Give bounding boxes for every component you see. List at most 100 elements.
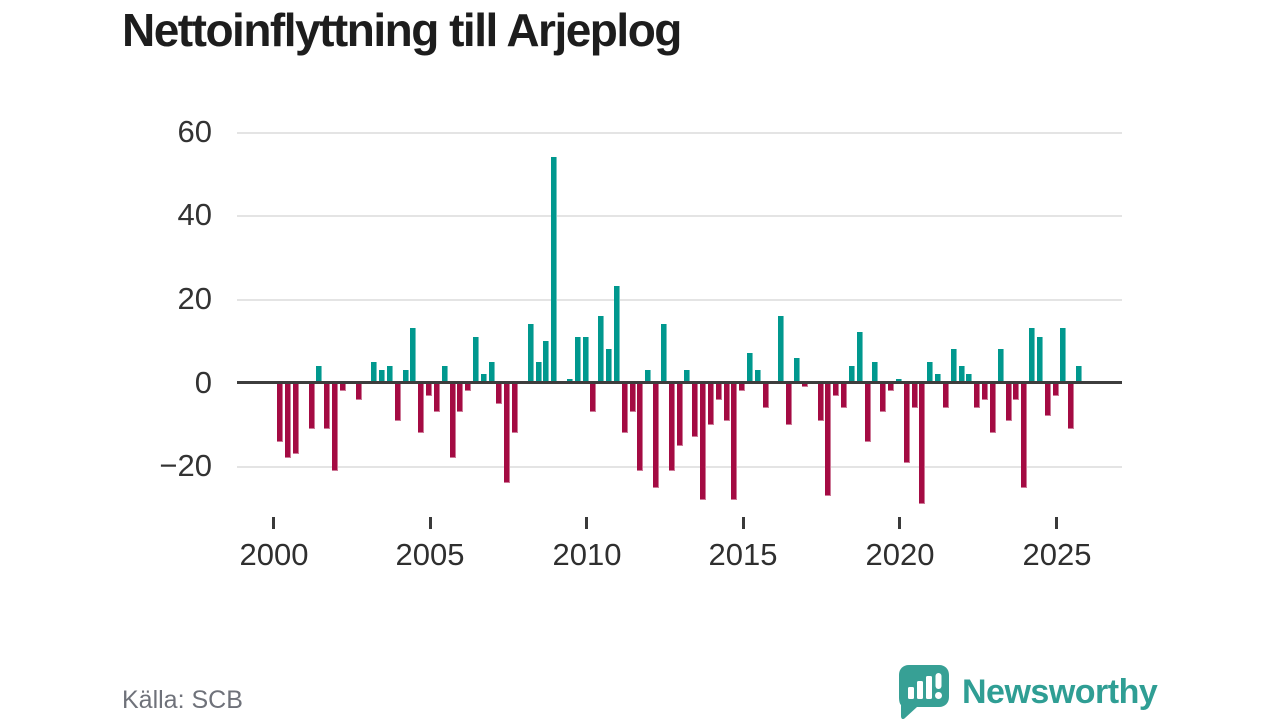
- bar-2005Q1: [434, 383, 440, 412]
- bar-2008Q1: [528, 324, 534, 383]
- x-axis-label-2025: 2025: [1022, 537, 1092, 572]
- bar-2011Q3: [637, 383, 643, 471]
- y-axis-label-60: 60: [177, 114, 212, 149]
- bar-2000Q3: [293, 383, 299, 454]
- y-axis-label--20: −20: [159, 448, 212, 483]
- bar-2010Q2: [598, 316, 604, 383]
- bar-2016Q1: [778, 316, 784, 383]
- bar-2015Q1: [747, 353, 753, 382]
- gridline-y-40: [237, 215, 1122, 217]
- bar-2014Q3: [731, 383, 737, 500]
- x-axis-label-2000: 2000: [239, 537, 309, 572]
- bar-2016Q4: [802, 383, 808, 387]
- bar-2019Q3: [888, 383, 894, 391]
- x-axis-label-2005: 2005: [395, 537, 465, 572]
- page-title: Nettoinflyttning till Arjeplog: [122, 4, 682, 56]
- source-caption: Källa: SCB: [122, 686, 243, 714]
- bar-2017Q2: [818, 383, 824, 421]
- bar-2023Q1: [998, 349, 1004, 382]
- bar-2000Q1: [277, 383, 283, 442]
- bar-2003Q4: [395, 383, 401, 421]
- bar-2024Q1: [1029, 328, 1035, 382]
- bar-2021Q2: [943, 383, 949, 408]
- bar-2024Q4: [1053, 383, 1059, 396]
- bar-2025Q1: [1060, 328, 1066, 382]
- bar-2021Q3: [951, 349, 957, 382]
- bar-2008Q3: [543, 341, 549, 383]
- bar-2010Q3: [606, 349, 612, 382]
- bar-2011Q2: [630, 383, 636, 412]
- bar-2014Q1: [716, 383, 722, 400]
- bar-2022Q2: [974, 383, 980, 408]
- gridline-y-60: [237, 132, 1122, 134]
- newsworthy-wordmark: Newsworthy: [962, 673, 1158, 711]
- bar-2020Q3: [919, 383, 925, 504]
- y-axis-label-40: 40: [177, 197, 212, 232]
- bar-2018Q1: [841, 383, 847, 408]
- bar-2002Q1: [340, 383, 346, 391]
- bar-2007Q1: [496, 383, 502, 404]
- bar-2008Q4: [551, 157, 557, 383]
- bar-2012Q4: [677, 383, 683, 446]
- bar-2020Q4: [927, 362, 933, 383]
- bar-2023Q4: [1021, 383, 1027, 488]
- x-axis-tick-2010: [585, 517, 588, 529]
- x-axis-tick-2015: [742, 517, 745, 529]
- bar-2024Q2: [1037, 337, 1043, 383]
- bar-2023Q2: [1006, 383, 1012, 421]
- x-axis-tick-2000: [272, 517, 275, 529]
- bar-2019Q2: [880, 383, 886, 412]
- bar-2005Q4: [457, 383, 463, 412]
- bar-2025Q2: [1068, 383, 1074, 429]
- x-axis-label-2015: 2015: [708, 537, 778, 572]
- bar-2012Q2: [661, 324, 667, 383]
- bar-2007Q2: [504, 383, 510, 483]
- bar-2022Q3: [982, 383, 988, 400]
- bar-2001Q1: [309, 383, 315, 429]
- x-axis-tick-2025: [1055, 517, 1058, 529]
- x-axis-label-2010: 2010: [552, 537, 622, 572]
- bar-2000Q2: [285, 383, 291, 458]
- bar-2024Q3: [1045, 383, 1051, 416]
- bar-2022Q4: [990, 383, 996, 433]
- zero-axis-line: [237, 381, 1122, 384]
- bar-2010Q1: [590, 383, 596, 412]
- x-axis-tick-2005: [429, 517, 432, 529]
- bar-2012Q1: [653, 383, 659, 488]
- x-axis-label-2020: 2020: [865, 537, 935, 572]
- bar-2010Q4: [614, 286, 620, 382]
- bar-2006Q1: [465, 383, 471, 391]
- bar-2004Q3: [418, 383, 424, 433]
- bar-2012Q3: [669, 383, 675, 471]
- bar-2018Q3: [857, 332, 863, 382]
- bar-2016Q3: [794, 358, 800, 383]
- bar-2014Q4: [739, 383, 745, 391]
- newsworthy-logo-icon: [899, 665, 949, 720]
- bar-2011Q1: [622, 383, 628, 433]
- bar-2018Q4: [865, 383, 871, 442]
- bar-2023Q3: [1013, 383, 1019, 400]
- bar-2013Q4: [708, 383, 714, 425]
- bar-2006Q4: [489, 362, 495, 383]
- bar-2003Q1: [371, 362, 377, 383]
- x-axis-tick-2020: [898, 517, 901, 529]
- bar-2007Q3: [512, 383, 518, 433]
- bar-2017Q4: [833, 383, 839, 396]
- bar-2004Q2: [410, 328, 416, 382]
- bar-2001Q3: [324, 383, 330, 429]
- bar-2016Q2: [786, 383, 792, 425]
- y-axis-label-20: 20: [177, 281, 212, 316]
- bar-2009Q3: [575, 337, 581, 383]
- bar-2006Q2: [473, 337, 479, 383]
- bar-2013Q2: [692, 383, 698, 437]
- bar-2013Q3: [700, 383, 706, 500]
- bar-2004Q4: [426, 383, 432, 396]
- bar-2020Q2: [912, 383, 918, 408]
- bar-2009Q4: [583, 337, 589, 383]
- bar-2020Q1: [904, 383, 910, 463]
- bar-2008Q2: [536, 362, 542, 383]
- bar-2001Q4: [332, 383, 338, 471]
- bar-2019Q1: [872, 362, 878, 383]
- bar-2005Q3: [450, 383, 456, 458]
